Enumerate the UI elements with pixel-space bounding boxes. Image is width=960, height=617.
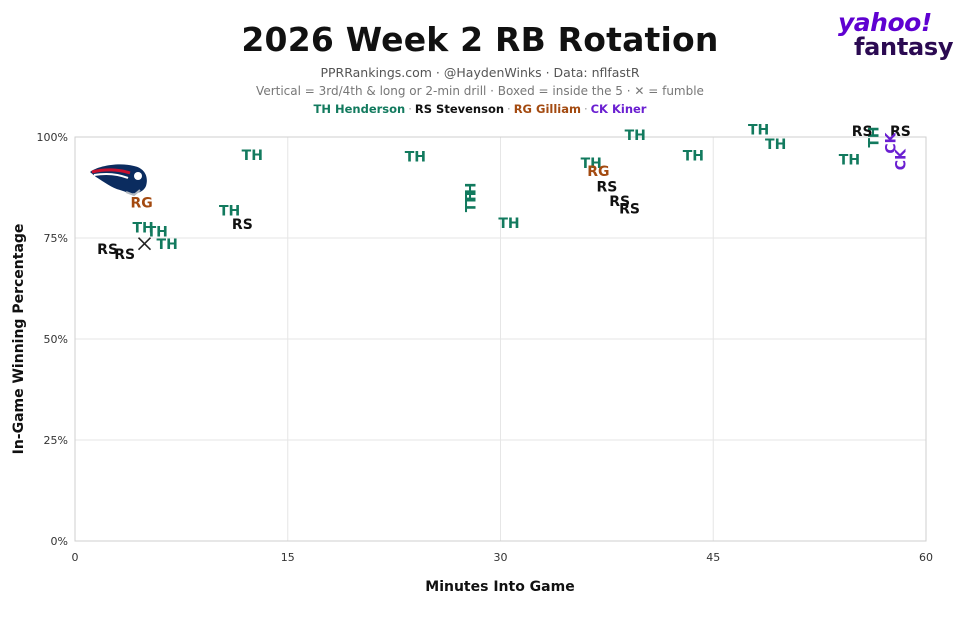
point-th: TH bbox=[498, 216, 519, 232]
legend-entry-kiner: CK Kiner bbox=[590, 102, 647, 116]
point-th: TH bbox=[157, 237, 178, 253]
y-tick-label: 25% bbox=[44, 434, 68, 447]
legend-entry-stevenson: RS Stevenson bbox=[414, 102, 505, 116]
x-tick-label: 30 bbox=[494, 551, 508, 564]
yahoo-fantasy-logo: yahoo! fantasy bbox=[838, 8, 954, 61]
chart-note: Vertical = 3rd/4th & long or 2-min drill… bbox=[256, 84, 704, 98]
point-rs: RS bbox=[609, 194, 630, 210]
plot-frame bbox=[74, 136, 927, 542]
y-tick-label: 100% bbox=[37, 131, 68, 144]
tick-labels: 0 15 30 45 60 0% 25% 50% 75% 100% bbox=[37, 131, 933, 564]
point-th: TH bbox=[242, 148, 263, 164]
x-tick-label: 60 bbox=[919, 551, 933, 564]
point-rs: RS bbox=[232, 217, 253, 233]
point-ck: CK bbox=[884, 131, 900, 153]
point-rg: RG bbox=[587, 164, 609, 180]
legend-separator: · bbox=[507, 102, 511, 116]
point-rs: RS bbox=[97, 242, 118, 258]
legend-separator: · bbox=[583, 102, 588, 116]
point-th: TH bbox=[839, 153, 860, 169]
legend-entry-gilliam: RG Gilliam bbox=[513, 102, 581, 116]
chart-subtitle: PPRRankings.com · @HaydenWinks · Data: n… bbox=[320, 65, 640, 80]
fumble-marker bbox=[137, 237, 152, 251]
point-rs: RS bbox=[114, 247, 135, 263]
point-ck: CK bbox=[893, 148, 909, 170]
point-th: TH bbox=[464, 191, 480, 212]
y-tick-label: 75% bbox=[44, 232, 68, 245]
point-rs: RS bbox=[619, 202, 640, 218]
y-axis-label: In-Game Winning Percentage bbox=[11, 224, 27, 455]
x-tick-label: 15 bbox=[281, 551, 295, 564]
point-rs: RS bbox=[890, 124, 911, 140]
patriots-helmet-logo bbox=[90, 164, 147, 197]
point-th: TH bbox=[464, 183, 480, 204]
point-th: TH bbox=[625, 128, 646, 144]
chart-title: 2026 Week 2 RB Rotation bbox=[241, 20, 719, 59]
point-th: TH bbox=[765, 137, 786, 153]
point-rg: RG bbox=[131, 195, 153, 211]
y-tick-label: 50% bbox=[44, 333, 68, 346]
point-rs: RS bbox=[596, 180, 617, 196]
x-tick-label: 45 bbox=[706, 551, 720, 564]
point-th: TH bbox=[581, 156, 602, 172]
y-tick-label: 0% bbox=[51, 535, 68, 548]
x-tick-label: 0 bbox=[72, 551, 79, 564]
legend-separator: · bbox=[408, 102, 412, 116]
point-th: TH bbox=[219, 204, 240, 220]
legend-entry-henderson: TH Henderson bbox=[313, 102, 406, 116]
brand-line1: yahoo! bbox=[838, 8, 932, 37]
point-rs: RS bbox=[852, 124, 873, 140]
point-th: TH bbox=[683, 149, 704, 165]
grid-lines bbox=[75, 137, 926, 541]
point-th: TH bbox=[867, 126, 883, 147]
x-axis-label: Minutes Into Game bbox=[425, 579, 574, 595]
point-th: TH bbox=[132, 220, 153, 236]
point-th: TH bbox=[405, 149, 426, 165]
brand-line2: fantasy bbox=[854, 33, 954, 61]
legend: TH Henderson · RS Stevenson · RG Gilliam · CK … bbox=[0, 102, 960, 116]
point-th: TH bbox=[147, 225, 168, 241]
data-points: THTHTHTHTHTHTHTHTHTHTHTHTHTHTHTHRSRSRSRS… bbox=[97, 123, 911, 263]
point-th: TH bbox=[748, 123, 769, 139]
